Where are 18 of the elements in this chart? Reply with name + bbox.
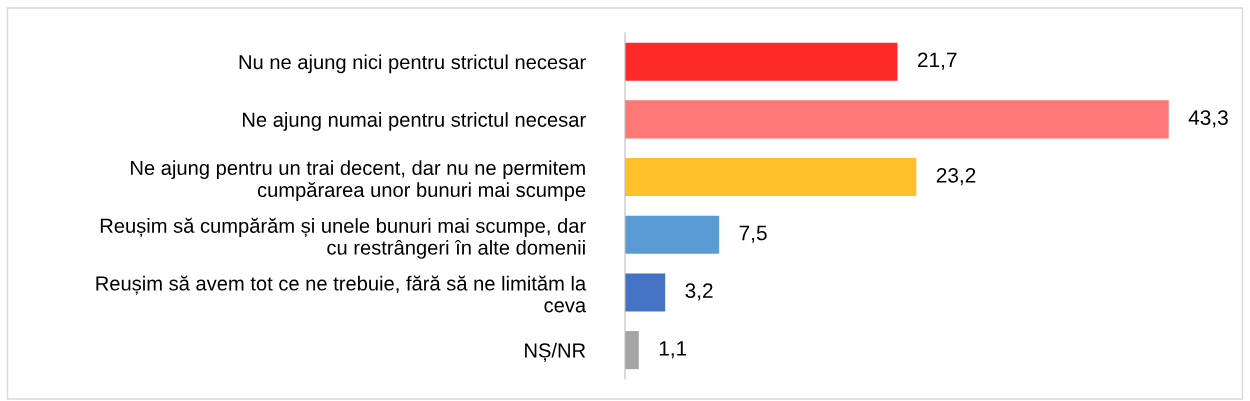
bar bbox=[625, 100, 1169, 139]
bar bbox=[625, 331, 639, 370]
y-tick-label: Ne ajung pentru un trai decent, dar nu ne permitem cumpărarea unor bunuri mai scumpe bbox=[131, 160, 586, 202]
y-tick-label: Reușim să cumpărăm și unele bunuri mai scumpe, dar cu restrângeri în alte domenii bbox=[100, 217, 586, 259]
data-label: 23,2 bbox=[936, 167, 976, 186]
y-tick-label: Reușim să avem tot ce ne trebuie, fără să ne limităm la ceva bbox=[96, 275, 587, 313]
data-label: 1,1 bbox=[659, 341, 687, 359]
bar bbox=[625, 42, 898, 81]
bar bbox=[625, 158, 917, 197]
y-tick-label: NȘ/NR bbox=[525, 342, 586, 362]
bar bbox=[625, 273, 666, 312]
bar bbox=[625, 215, 720, 254]
data-label: 43,3 bbox=[1188, 110, 1228, 128]
data-label: 3,2 bbox=[685, 283, 713, 301]
data-label: 21,7 bbox=[917, 52, 957, 70]
data-label: 7,5 bbox=[739, 225, 767, 243]
y-tick-label: Nu ne ajung nici pentru strictul necesar bbox=[239, 54, 586, 74]
y-tick-label: Ne ajung numai pentru strictul necesar bbox=[243, 112, 586, 131]
